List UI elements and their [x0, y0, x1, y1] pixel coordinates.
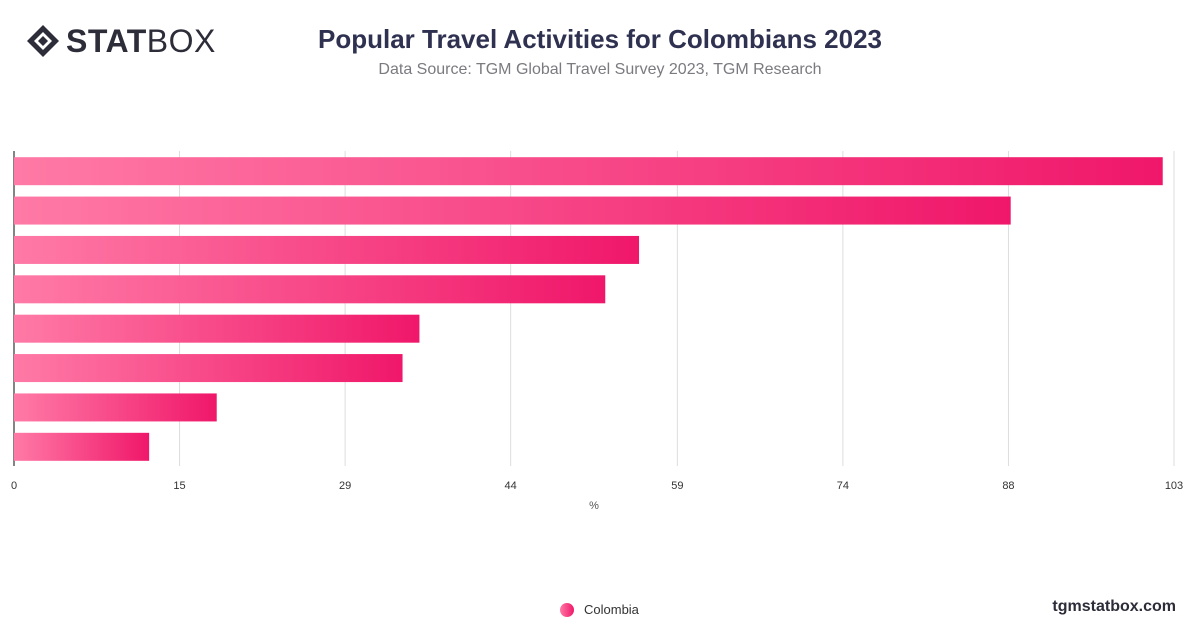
- bar-colombia[interactable]: [14, 157, 1163, 186]
- logo-text: STATBOX: [66, 24, 216, 58]
- x-tick-label: 29: [339, 480, 351, 492]
- x-tick-label: 103: [1165, 480, 1183, 492]
- statbox-logo: STATBOX: [26, 24, 216, 58]
- x-tick-label: 15: [173, 480, 185, 492]
- x-tick-label: 74: [837, 480, 849, 492]
- bar-colombia[interactable]: [14, 196, 1011, 225]
- chart-subtitle: Data Source: TGM Global Travel Survey 20…: [378, 61, 822, 78]
- bar-colombia[interactable]: [14, 393, 217, 422]
- bar-colombia[interactable]: [14, 354, 403, 383]
- legend-label-colombia[interactable]: Colombia: [584, 602, 639, 617]
- legend: Colombia: [560, 602, 639, 617]
- x-axis-title: %: [589, 500, 599, 512]
- statbox-logo-icon: [27, 25, 59, 57]
- logo-text-light: BOX: [146, 23, 216, 59]
- bar-colombia[interactable]: [14, 235, 640, 264]
- bar-colombia[interactable]: [14, 432, 150, 461]
- legend-marker-colombia[interactable]: [560, 602, 574, 617]
- chart-title: Popular Travel Activities for Colombians…: [317, 24, 882, 54]
- bar-colombia[interactable]: [14, 275, 606, 304]
- logo-text-bold: STAT: [66, 23, 147, 59]
- bar-colombia[interactable]: [14, 314, 420, 343]
- x-tick-label: 0: [11, 480, 17, 492]
- footer-site-link[interactable]: tgmstatbox.com: [1052, 598, 1176, 615]
- x-tick-label: 44: [505, 480, 517, 492]
- x-tick-label: 59: [671, 480, 683, 492]
- x-tick-label: 88: [1002, 480, 1014, 492]
